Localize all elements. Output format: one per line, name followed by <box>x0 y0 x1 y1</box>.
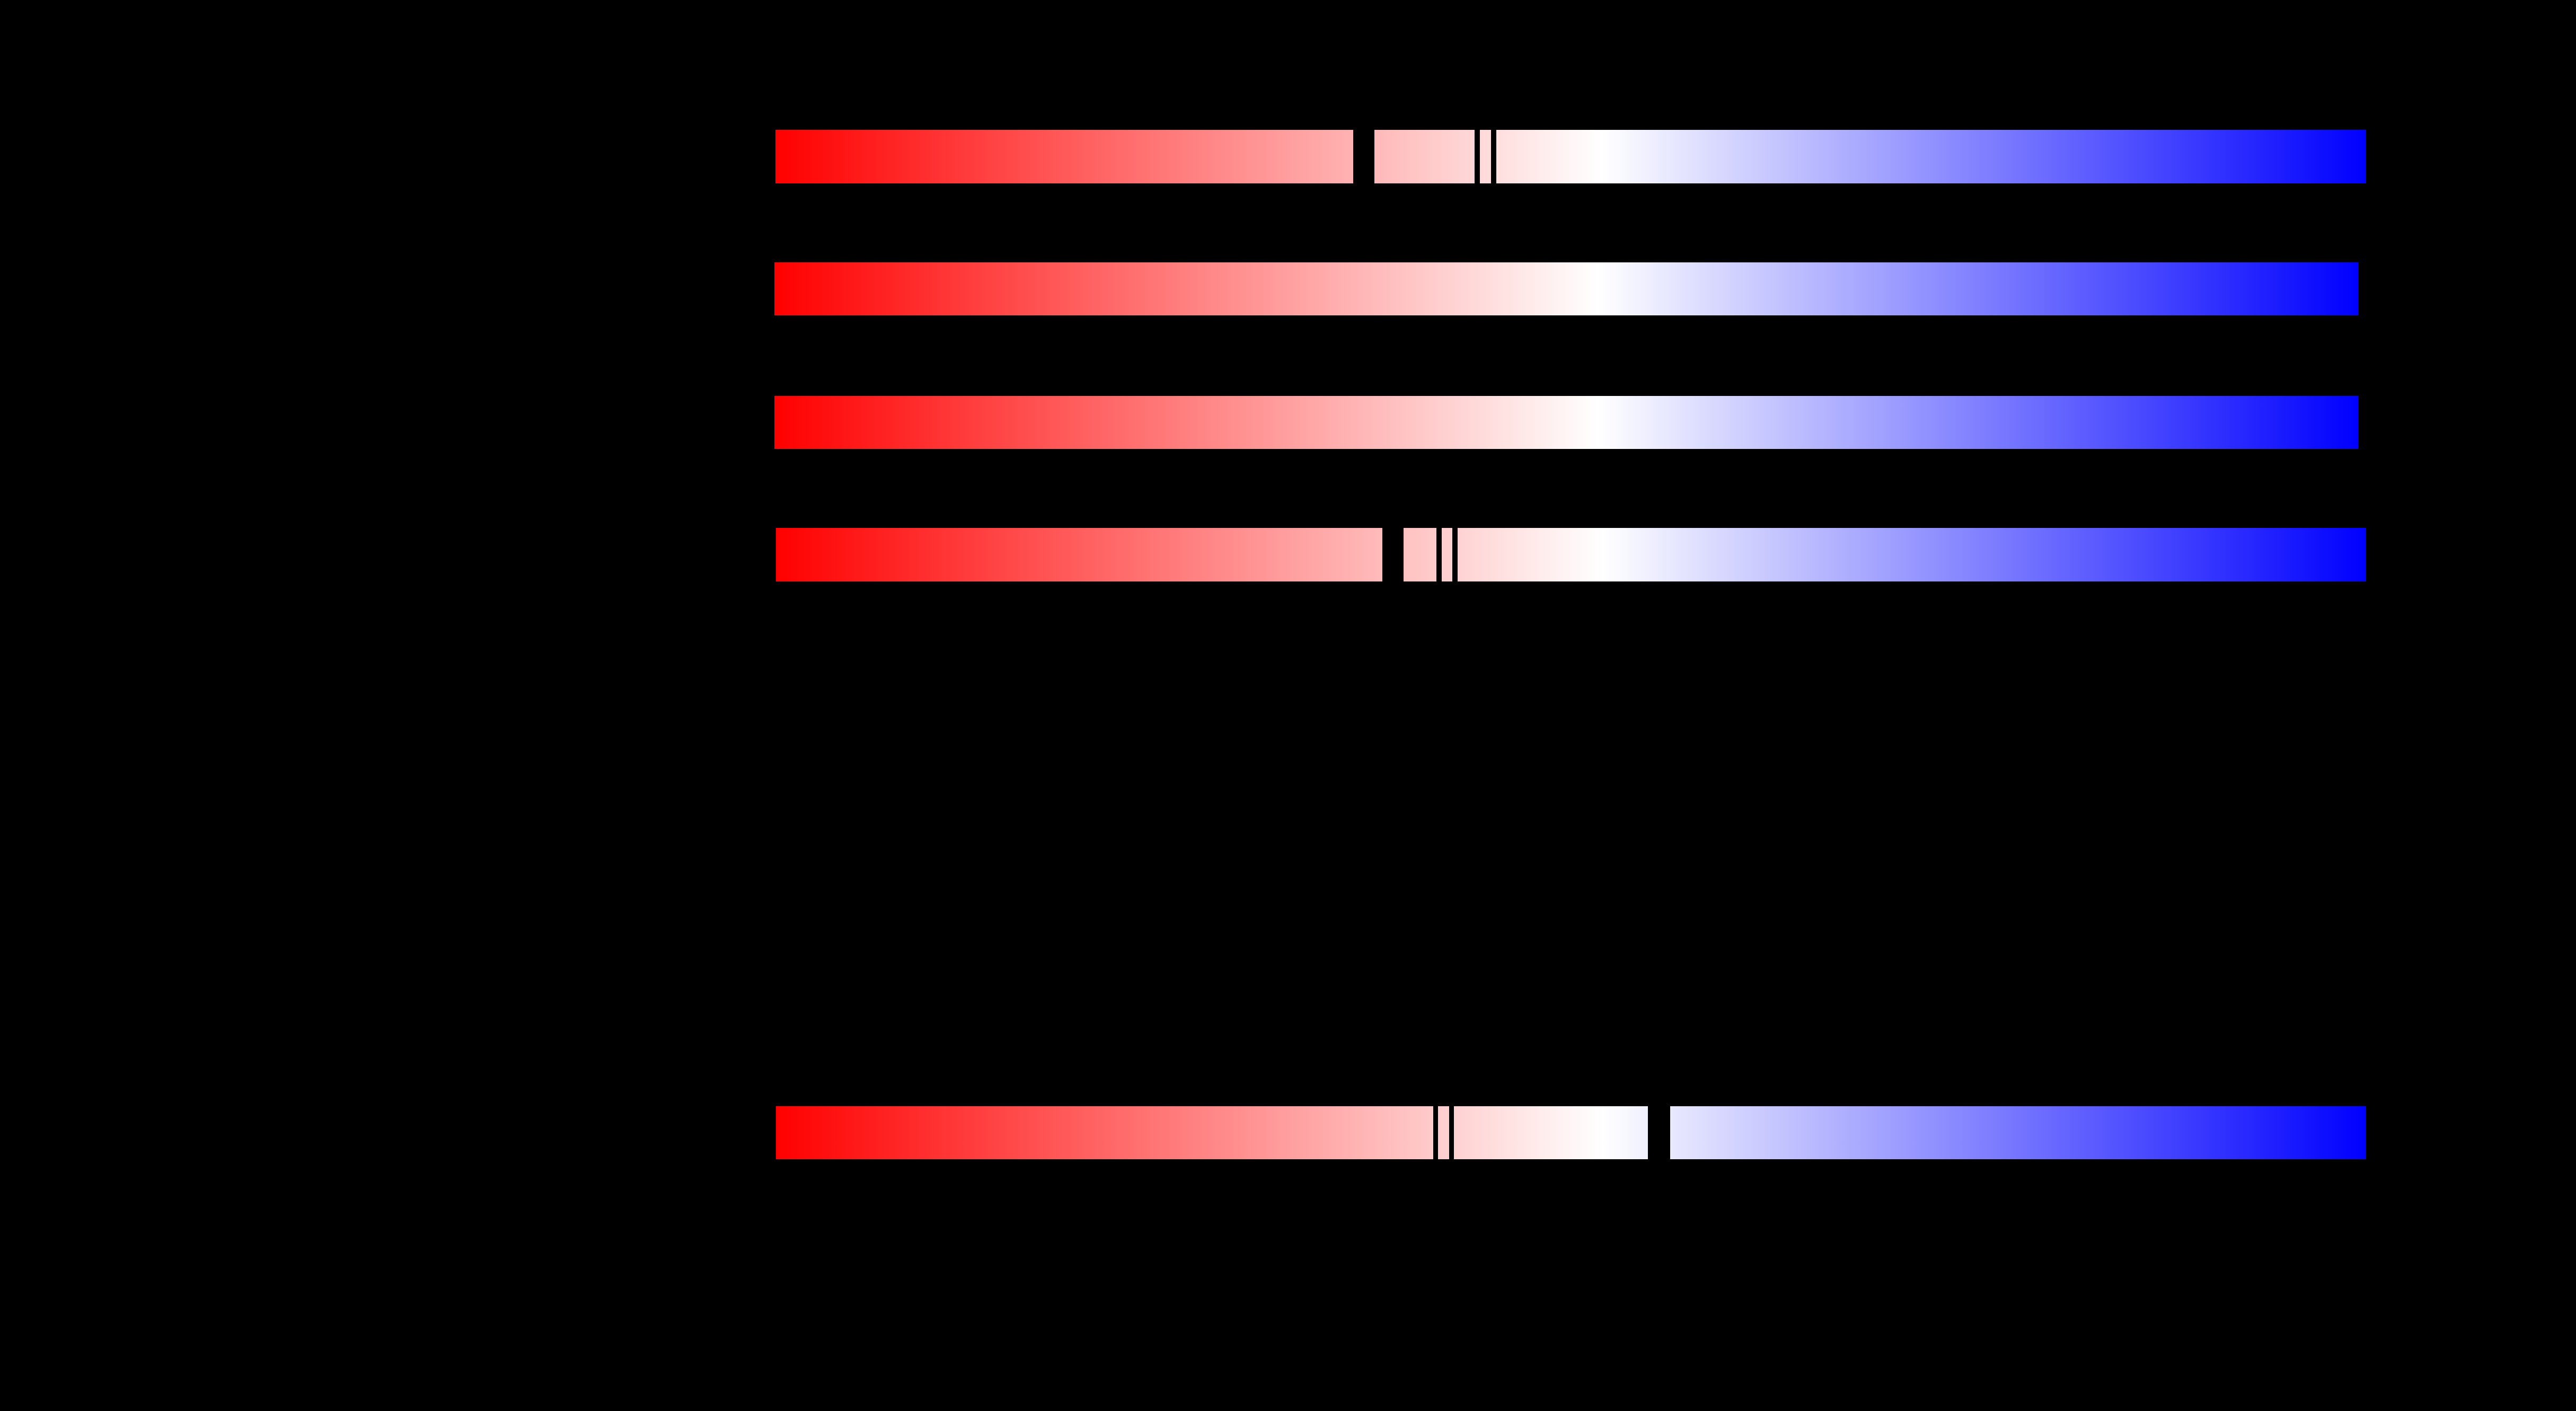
gradient-bar-2 <box>774 262 2358 315</box>
value-mark-5-3 <box>1648 1106 1670 1159</box>
value-mark-5-1 <box>1433 1106 1438 1159</box>
value-mark-1-1 <box>1353 130 1374 183</box>
value-mark-4-2 <box>1436 528 1442 581</box>
value-mark-4-1 <box>1382 528 1404 581</box>
gradient-bar-1 <box>775 130 2366 183</box>
value-mark-1-2 <box>1475 130 1480 183</box>
gradient-bar-4 <box>776 528 2366 581</box>
value-mark-5-2 <box>1449 1106 1454 1159</box>
gradient-bar-3 <box>774 396 2358 449</box>
gradient-bar-5 <box>776 1106 2366 1159</box>
value-mark-4-3 <box>1452 528 1458 581</box>
value-mark-1-3 <box>1491 130 1496 183</box>
